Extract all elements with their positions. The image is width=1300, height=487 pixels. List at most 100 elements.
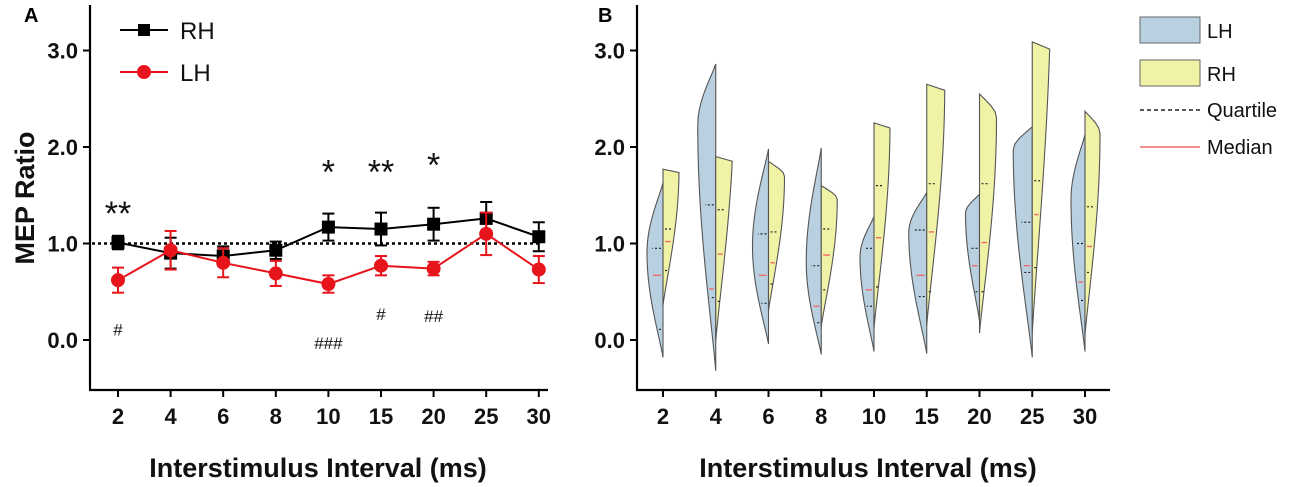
x-tick-label: 25 bbox=[1020, 404, 1044, 429]
data-point bbox=[531, 262, 546, 277]
legend-median-label: Median bbox=[1207, 137, 1273, 159]
legend-b: LH RH Quartile Median bbox=[1139, 16, 1277, 159]
data-point bbox=[426, 261, 441, 276]
violin-half-lh bbox=[908, 190, 928, 354]
y-tick-label: 1.0 bbox=[594, 232, 625, 257]
violin-half-rh bbox=[978, 92, 998, 334]
y-tick-label: 0.0 bbox=[47, 328, 78, 353]
violin-half-rh bbox=[820, 184, 838, 327]
violin-half-lh bbox=[964, 192, 981, 321]
violin-half-lh bbox=[859, 216, 875, 352]
x-tick-label: 15 bbox=[915, 404, 939, 429]
significance-hash: ### bbox=[314, 334, 343, 353]
violin-half-rh bbox=[767, 160, 786, 312]
data-point bbox=[374, 222, 388, 236]
violin-25 bbox=[1012, 40, 1051, 358]
panel-a-y-ticks: 0.0 1.0 2.0 3.0 bbox=[47, 39, 90, 353]
x-tick-label: 2 bbox=[657, 404, 669, 429]
data-point bbox=[321, 277, 336, 292]
x-tick-label: 30 bbox=[1073, 404, 1097, 429]
significance-hash: ## bbox=[424, 307, 443, 326]
significance-star: ** bbox=[105, 195, 131, 233]
series-lh bbox=[111, 211, 546, 294]
violin-10 bbox=[859, 122, 891, 352]
violin-half-lh bbox=[646, 182, 664, 358]
violin-4 bbox=[697, 63, 733, 371]
y-tick-label: 0.0 bbox=[594, 328, 625, 353]
x-tick-label: 2 bbox=[112, 404, 124, 429]
legend-lh-label: LH bbox=[180, 60, 211, 87]
legend-rh-marker bbox=[138, 24, 150, 36]
violin-30 bbox=[1070, 109, 1101, 352]
x-tick-label: 8 bbox=[270, 404, 282, 429]
data-point bbox=[479, 226, 494, 241]
x-tick-label: 10 bbox=[316, 404, 340, 429]
legend-quartile-label: Quartile bbox=[1207, 100, 1277, 122]
y-tick-label: 3.0 bbox=[594, 39, 625, 64]
legend-lh-swatch bbox=[1139, 16, 1201, 44]
y-tick-label: 3.0 bbox=[47, 39, 78, 64]
x-tick-label: 4 bbox=[164, 404, 177, 429]
significance-hash: # bbox=[113, 320, 123, 339]
violin-half-rh bbox=[873, 122, 891, 329]
violin-half-rh bbox=[1031, 40, 1051, 334]
panel-a: A 0.01.02.03.0 2 4 6 8 10 15 20 25 30 *** ** *####… bbox=[10, 5, 551, 483]
x-tick-label: 25 bbox=[474, 404, 498, 429]
x-tick-label: 6 bbox=[217, 404, 229, 429]
violin-half-lh bbox=[751, 148, 770, 344]
panel-a-x-label: Interstimulus Interval (ms) bbox=[149, 453, 487, 483]
significance-star: ** bbox=[368, 153, 394, 191]
panel-a-series bbox=[111, 201, 546, 294]
panel-a-y-label: MEP Ratio bbox=[10, 131, 40, 264]
violin-half-lh bbox=[805, 147, 822, 355]
x-tick-label: 30 bbox=[527, 404, 551, 429]
violin-half-rh bbox=[715, 155, 733, 342]
data-point bbox=[163, 243, 178, 258]
data-point bbox=[427, 217, 441, 231]
significance-star: * bbox=[322, 153, 335, 191]
y-tick-label: 1.0 bbox=[47, 232, 78, 257]
data-point bbox=[216, 255, 231, 270]
data-point bbox=[321, 220, 335, 234]
violin-half-lh bbox=[697, 63, 717, 371]
panel-b-violins bbox=[646, 40, 1101, 371]
x-tick-label: 4 bbox=[710, 404, 723, 429]
legend-lh-marker bbox=[137, 65, 151, 79]
significance-hash: # bbox=[376, 305, 386, 324]
panel-a-label: A bbox=[24, 5, 38, 27]
legend-rh-swatch bbox=[1139, 59, 1201, 87]
x-tick-label: 8 bbox=[815, 404, 827, 429]
violin-15 bbox=[908, 83, 946, 354]
x-tick-label: 6 bbox=[762, 404, 774, 429]
violin-half-rh bbox=[662, 168, 680, 306]
panel-a-annotations: *** ** *##### ## bbox=[105, 147, 444, 353]
x-tick-label: 20 bbox=[421, 404, 445, 429]
panel-b: B 0.0 1.0 2.0 3.0 2 4 6 8 10 15 20 25 30 Interstimu… bbox=[594, 5, 1277, 483]
panel-b-x-ticks: 2 4 6 8 10 15 20 25 30 bbox=[657, 390, 1097, 429]
violin-2 bbox=[646, 168, 680, 358]
panel-b-x-label: Interstimulus Interval (ms) bbox=[699, 453, 1037, 483]
violin-20 bbox=[964, 92, 998, 334]
legend-a: RH LH bbox=[120, 18, 215, 87]
data-point bbox=[268, 266, 283, 281]
violin-half-rh bbox=[926, 83, 946, 326]
panel-a-x-ticks: 2 4 6 8 10 15 20 25 30 bbox=[112, 390, 551, 429]
panel-b-y-ticks: 0.0 1.0 2.0 3.0 bbox=[594, 39, 637, 353]
y-tick-label: 2.0 bbox=[47, 135, 78, 160]
significance-star: * bbox=[427, 147, 440, 185]
data-point bbox=[269, 243, 283, 257]
data-point bbox=[111, 273, 125, 288]
data-point bbox=[374, 258, 388, 273]
violin-6 bbox=[751, 148, 786, 344]
y-tick-label: 2.0 bbox=[594, 135, 625, 160]
x-tick-label: 20 bbox=[967, 404, 991, 429]
data-point bbox=[532, 230, 546, 244]
legend-b-lh-label: LH bbox=[1207, 21, 1233, 43]
panel-b-label: B bbox=[598, 5, 612, 27]
x-tick-label: 10 bbox=[862, 404, 886, 429]
violin-half-lh bbox=[1012, 125, 1033, 358]
violin-half-rh bbox=[1084, 109, 1101, 336]
legend-rh-label: RH bbox=[180, 18, 215, 45]
data-point bbox=[111, 236, 125, 250]
